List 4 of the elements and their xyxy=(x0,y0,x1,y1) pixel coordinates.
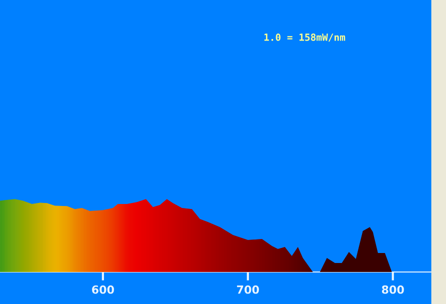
x-tick-label: 600 xyxy=(92,285,114,294)
text: 1.0 = 158mW/nm xyxy=(264,34,346,42)
x-tick-label: 800 xyxy=(382,285,404,294)
x-tick-label: 700 xyxy=(237,285,259,294)
